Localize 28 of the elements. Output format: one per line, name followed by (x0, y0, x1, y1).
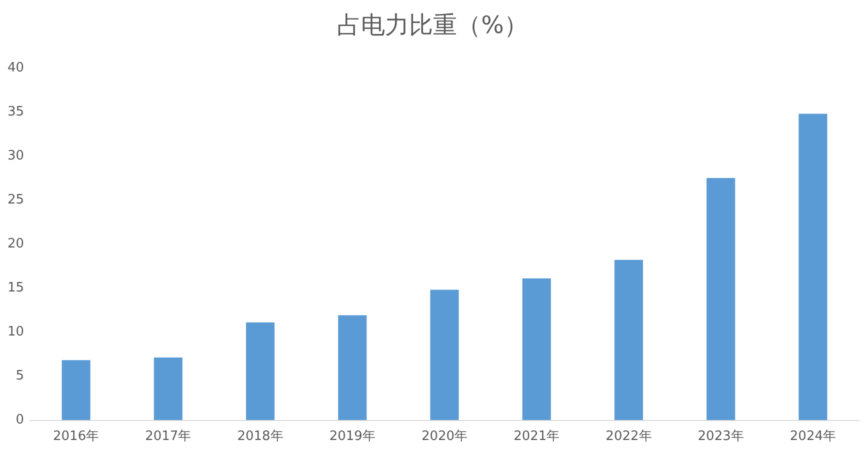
y-tick-label: 15 (7, 280, 24, 296)
y-tick-label: 0 (16, 412, 24, 428)
y-tick-label: 40 (7, 60, 24, 76)
y-tick-label: 10 (7, 324, 24, 340)
x-tick-label: 2018年 (237, 429, 284, 444)
bar (62, 360, 90, 420)
bar (522, 278, 551, 420)
y-tick-label: 5 (16, 368, 24, 384)
y-tick-label: 35 (7, 104, 24, 120)
bar (614, 260, 643, 420)
bar (246, 322, 275, 420)
x-tick-label: 2021年 (514, 429, 560, 444)
x-tick-label: 2019年 (329, 429, 376, 444)
x-tick-label: 2020年 (421, 429, 468, 444)
bar (706, 178, 736, 420)
x-tick-label: 2016年 (53, 429, 100, 444)
bar (338, 315, 367, 420)
x-tick-label: 2023年 (698, 429, 744, 444)
bar (154, 358, 182, 420)
chart-title: 占电力比重（%） (337, 11, 528, 39)
y-tick-label: 20 (7, 236, 24, 252)
x-tick-label: 2022年 (606, 429, 652, 444)
x-tick-label: 2017年 (145, 429, 192, 444)
y-tick-label: 30 (7, 148, 24, 164)
x-tick-label: 2024年 (790, 429, 836, 444)
y-tick-label: 25 (7, 192, 24, 208)
bar (798, 114, 828, 420)
bar (430, 290, 459, 420)
